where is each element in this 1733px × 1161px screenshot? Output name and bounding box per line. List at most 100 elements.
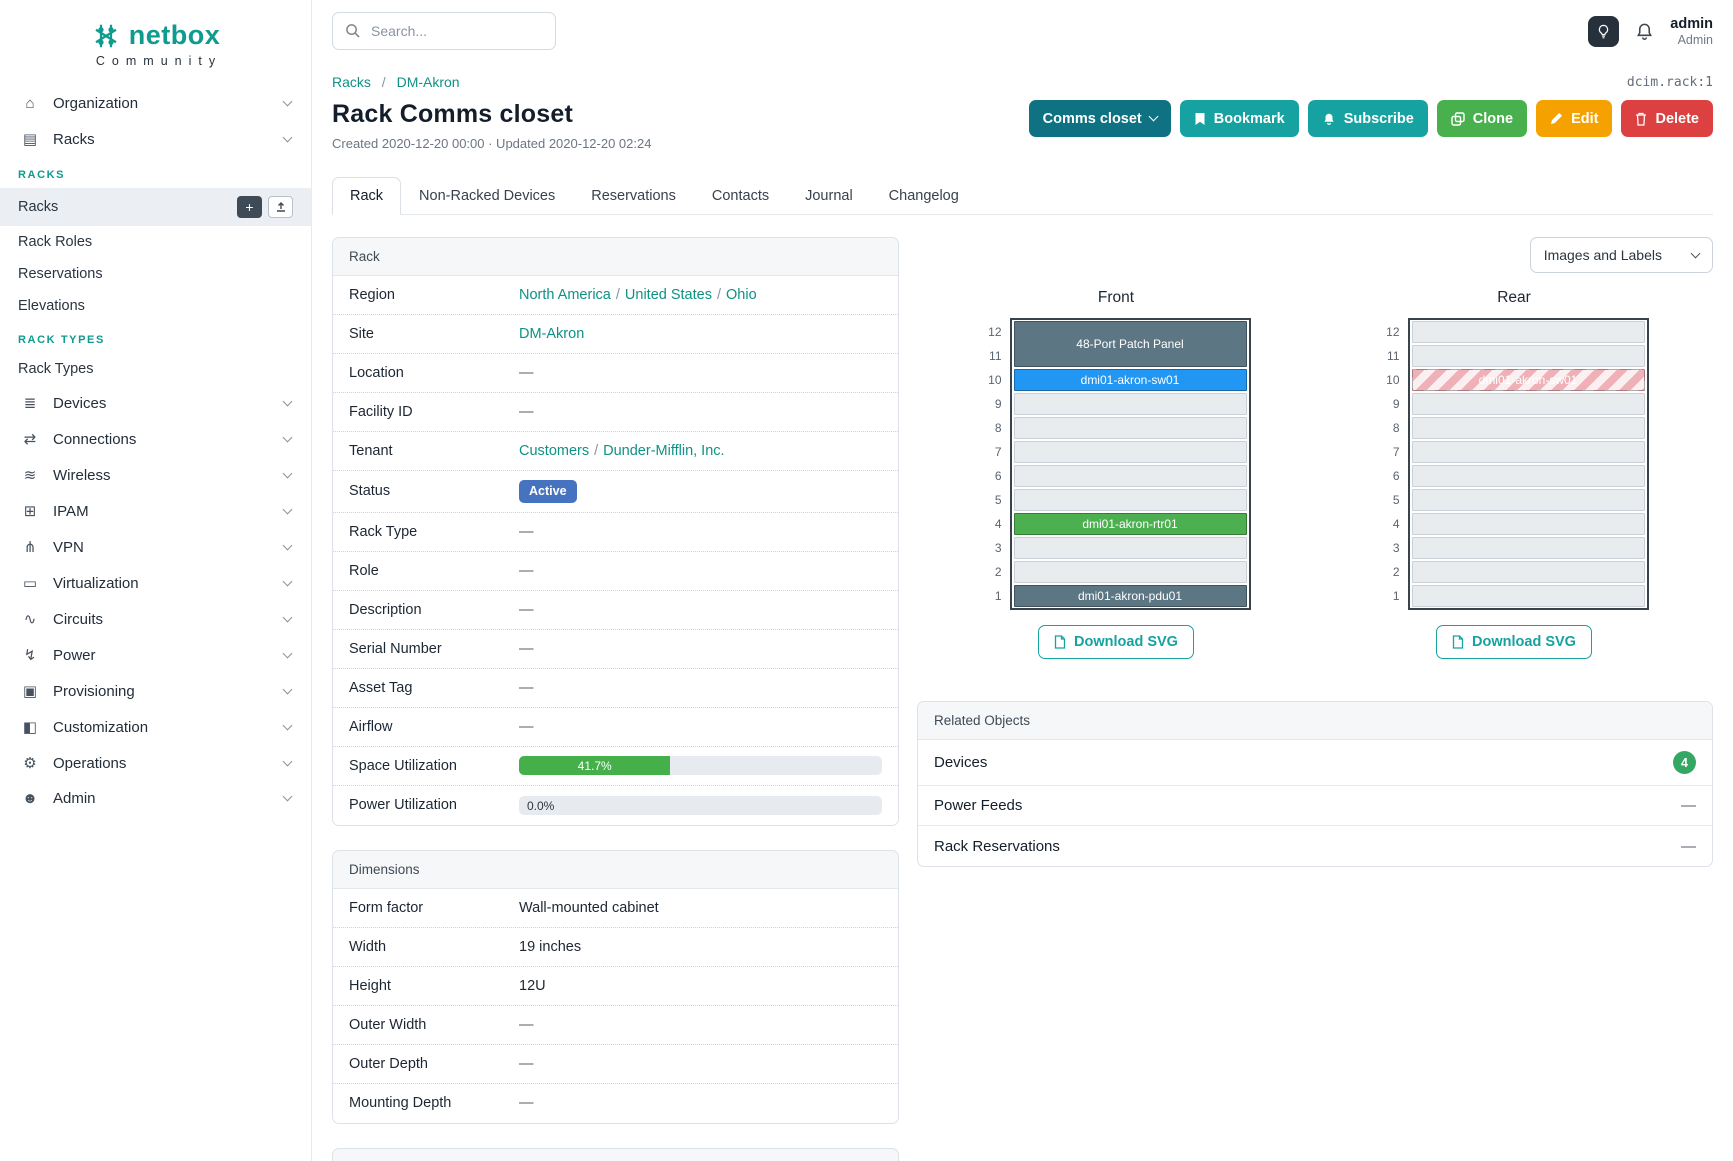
- rack-slot-empty[interactable]: [1013, 465, 1247, 487]
- rack-slot-empty[interactable]: [1411, 585, 1645, 607]
- theme-toggle-button[interactable]: [1588, 15, 1620, 47]
- rack-slot-empty[interactable]: [1013, 441, 1247, 463]
- tab-changelog[interactable]: Changelog: [888, 188, 959, 204]
- download-front-svg-label: Download SVG: [1074, 634, 1178, 650]
- region-link[interactable]: Ohio: [726, 287, 757, 303]
- row-site: Site DM-Akron: [333, 315, 898, 354]
- rack-slot-empty[interactable]: [1411, 465, 1645, 487]
- sidebar-item-rack-roles[interactable]: Rack Roles: [0, 226, 311, 258]
- elevation-view-select[interactable]: Images and Labels: [1529, 237, 1713, 273]
- rack-slot-empty[interactable]: [1411, 537, 1645, 559]
- sidebar-item-organization[interactable]: ⌂ Organization: [0, 86, 311, 121]
- sidebar-item-wireless[interactable]: ≋ Wireless: [0, 457, 311, 493]
- connections-icon: ⇄: [23, 431, 37, 448]
- unit-number: 11: [989, 349, 1002, 363]
- tab-rack[interactable]: Rack: [332, 177, 402, 215]
- chevron-down-icon: [1690, 248, 1701, 258]
- related-label: Rack Reservations: [934, 837, 1060, 855]
- rack-slot-empty[interactable]: [1411, 417, 1645, 439]
- file-icon: [1054, 635, 1066, 649]
- search-input[interactable]: [332, 12, 556, 50]
- rack-slot-empty[interactable]: [1411, 345, 1645, 367]
- rack-name-dropdown[interactable]: Comms closet: [1028, 100, 1171, 137]
- rack-device[interactable]: dmi01-akron-rtr01: [1013, 513, 1247, 535]
- sidebar-item-devices[interactable]: ≣ Devices: [0, 385, 311, 421]
- sidebar-item-operations[interactable]: ⚙ Operations: [0, 745, 311, 781]
- chevron-down-icon: [282, 132, 293, 142]
- subscribe-button[interactable]: Subscribe: [1307, 100, 1428, 137]
- tab-contacts[interactable]: Contacts: [711, 188, 770, 204]
- sidebar-section-rack-types: RACK TYPES: [18, 334, 105, 346]
- tab-reservations[interactable]: Reservations: [591, 188, 676, 204]
- rack-device[interactable]: dmi01-akron-sw01: [1013, 369, 1247, 391]
- tenant-link[interactable]: Dunder-Mifflin, Inc.: [603, 443, 725, 459]
- clone-label: Clone: [1472, 110, 1514, 127]
- tenant-group-link[interactable]: Customers: [519, 443, 590, 459]
- rack-device[interactable]: dmi01-akron-pdu01: [1013, 585, 1247, 607]
- provisioning-icon: ▣: [22, 683, 38, 700]
- sidebar-item-power[interactable]: ↯ Power: [0, 637, 311, 673]
- region-link[interactable]: North America: [519, 287, 611, 303]
- sidebar-item-admin[interactable]: ☻ Admin: [0, 781, 311, 816]
- rack-slot-empty[interactable]: [1013, 489, 1247, 511]
- bookmark-button[interactable]: Bookmark: [1179, 100, 1299, 137]
- chevron-down-icon: [282, 432, 293, 442]
- rack-slot-empty[interactable]: [1013, 417, 1247, 439]
- breadcrumb-site[interactable]: DM-Akron: [396, 74, 460, 90]
- unit-number: 7: [994, 445, 1002, 459]
- sidebar-item-racks[interactable]: Racks +: [0, 188, 311, 226]
- region-link[interactable]: United States: [624, 287, 712, 303]
- rack-slot-empty[interactable]: [1013, 561, 1247, 583]
- clone-button[interactable]: Clone: [1436, 100, 1528, 137]
- rack-device[interactable]: dmi01-akron-sw01: [1411, 369, 1645, 391]
- related-rack-reservations-row[interactable]: Rack Reservations —: [934, 837, 1696, 855]
- logo-subtext: Community: [95, 54, 223, 68]
- rack-slot-empty[interactable]: [1411, 561, 1645, 583]
- notifications-button[interactable]: [1635, 22, 1654, 41]
- sidebar-item-racks-group[interactable]: ▤ Racks: [0, 121, 311, 157]
- tab-non-racked-devices[interactable]: Non-Racked Devices: [419, 188, 556, 204]
- rack-slot-empty[interactable]: [1411, 513, 1645, 535]
- pencil-icon: [1551, 112, 1563, 125]
- edit-button[interactable]: Edit: [1536, 100, 1613, 137]
- rack-device[interactable]: 48-Port Patch Panel: [1013, 321, 1247, 367]
- row-rack-type: Rack Type —: [333, 513, 898, 552]
- rack-slot-empty[interactable]: [1013, 537, 1247, 559]
- sidebar-item-reservations[interactable]: Reservations: [0, 258, 311, 290]
- rack-slot-empty[interactable]: [1411, 489, 1645, 511]
- nav-label: Racks: [53, 130, 95, 148]
- sidebar-item-connections[interactable]: ⇄ Connections: [0, 421, 311, 457]
- sidebar-item-circuits[interactable]: ∿ Circuits: [0, 601, 311, 637]
- rack-slot-empty[interactable]: [1411, 321, 1645, 343]
- related-power-feeds-row[interactable]: Power Feeds —: [918, 786, 1712, 826]
- site-link[interactable]: DM-Akron: [519, 326, 585, 342]
- rear-unit-numbers: 12 11 10 9 8 7 6 5 4 3 2 1: [1380, 318, 1399, 610]
- rack-slot-empty[interactable]: [1411, 441, 1645, 463]
- delete-button[interactable]: Delete: [1621, 100, 1713, 137]
- sidebar-item-virtualization[interactable]: ▭ Virtualization: [0, 565, 311, 601]
- sidebar-item-vpn[interactable]: ⋔ VPN: [0, 529, 311, 565]
- sidebar-item-ipam[interactable]: ⊞ IPAM: [0, 493, 311, 529]
- import-rack-button[interactable]: [268, 196, 293, 218]
- download-rear-svg-button[interactable]: Download SVG: [1436, 625, 1592, 659]
- nav-label: Connections: [53, 430, 137, 448]
- netbox-logo[interactable]: netbox Community: [0, 14, 311, 70]
- row-airflow: Airflow —: [333, 708, 898, 747]
- sidebar-item-elevations[interactable]: Elevations: [0, 290, 311, 322]
- add-rack-button[interactable]: +: [237, 196, 262, 218]
- download-front-svg-button[interactable]: Download SVG: [1038, 625, 1194, 659]
- sidebar-item-customization[interactable]: ◧ Customization: [0, 709, 311, 745]
- nav-label: Wireless: [53, 466, 111, 484]
- user-menu[interactable]: admin Admin: [1670, 16, 1713, 47]
- power-utilization-value: 0.0%: [527, 798, 555, 813]
- action-buttons: Comms closet Bookmark: [1028, 100, 1713, 137]
- rack-slot-empty[interactable]: [1411, 393, 1645, 415]
- sidebar-item-provisioning[interactable]: ▣ Provisioning: [0, 673, 311, 709]
- tab-journal[interactable]: Journal: [805, 188, 853, 204]
- bookmark-icon: [1195, 112, 1205, 125]
- rack-slot-empty[interactable]: [1013, 393, 1247, 415]
- related-devices-row[interactable]: Devices 4: [918, 740, 1712, 786]
- sidebar-item-rack-types[interactable]: Rack Types: [0, 353, 311, 385]
- breadcrumb-racks[interactable]: Racks: [332, 74, 371, 90]
